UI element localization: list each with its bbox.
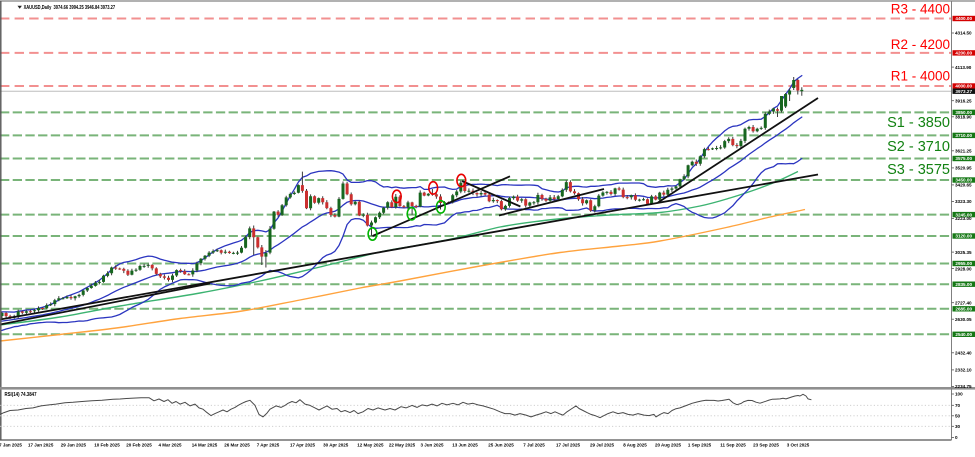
svg-text:3710.00: 3710.00 [955, 133, 972, 138]
svg-text:7 Jan 2025: 7 Jan 2025 [0, 443, 22, 448]
svg-text:0: 0 [955, 435, 958, 440]
svg-text:4400.00: 4400.00 [955, 16, 972, 21]
svg-text:3 Oct 2025: 3 Oct 2025 [787, 443, 810, 448]
svg-text:23 Sep 2025: 23 Sep 2025 [753, 443, 779, 448]
svg-text:2540.00: 2540.00 [955, 332, 972, 337]
svg-text:3223.00: 3223.00 [955, 216, 972, 221]
svg-text:R1 - 4000: R1 - 4000 [891, 69, 950, 84]
svg-text:14 Mar 2025: 14 Mar 2025 [192, 443, 218, 448]
svg-text:2685.00: 2685.00 [955, 307, 972, 312]
svg-text:3025.35: 3025.35 [955, 250, 972, 255]
svg-text:17 Apr 2025: 17 Apr 2025 [290, 443, 316, 448]
svg-text:8 Aug 2025: 8 Aug 2025 [623, 443, 647, 448]
svg-text:70: 70 [955, 403, 961, 408]
svg-text:2432.40: 2432.40 [955, 351, 972, 356]
svg-text:30: 30 [955, 424, 961, 429]
svg-text:2928.00: 2928.00 [955, 266, 972, 271]
svg-text:50: 50 [955, 414, 961, 419]
svg-text:4 Mar 2025: 4 Mar 2025 [158, 443, 182, 448]
svg-text:R2 - 4200: R2 - 4200 [891, 37, 950, 52]
svg-text:26 Mar 2025: 26 Mar 2025 [224, 443, 250, 448]
svg-text:10 Feb 2025: 10 Feb 2025 [94, 443, 120, 448]
svg-text:2630.05: 2630.05 [955, 317, 972, 322]
svg-text:100: 100 [955, 392, 963, 397]
svg-text:7 Jul 2025: 7 Jul 2025 [523, 443, 545, 448]
svg-text:3120.00: 3120.00 [955, 234, 972, 239]
svg-text:7 Apr 2025: 7 Apr 2025 [257, 443, 280, 448]
svg-text:20 Feb 2025: 20 Feb 2025 [126, 443, 152, 448]
svg-text:11 Sep 2025: 11 Sep 2025 [720, 443, 746, 448]
svg-text:3 Jun 2025: 3 Jun 2025 [420, 443, 444, 448]
svg-text:30 Apr 2025: 30 Apr 2025 [323, 443, 349, 448]
svg-text:4113.90: 4113.90 [955, 65, 972, 70]
svg-text:25 Jun 2025: 25 Jun 2025 [488, 443, 514, 448]
svg-text:2234.75: 2234.75 [955, 384, 972, 389]
svg-text:4314.50: 4314.50 [955, 31, 972, 36]
svg-text:20 Aug 2025: 20 Aug 2025 [655, 443, 682, 448]
svg-text:12 May 2025: 12 May 2025 [357, 443, 384, 448]
svg-text:S2 - 3710: S2 - 3710 [887, 139, 950, 155]
svg-text:2332.10: 2332.10 [955, 368, 972, 373]
svg-text:22 May 2025: 22 May 2025 [389, 443, 416, 448]
svg-text:3818.90: 3818.90 [955, 115, 972, 120]
svg-text:13 Jun 2025: 13 Jun 2025 [452, 443, 478, 448]
svg-text:2727.40: 2727.40 [955, 300, 972, 305]
svg-text:2835.00: 2835.00 [955, 282, 972, 287]
svg-text:3420.65: 3420.65 [955, 183, 972, 188]
svg-text:3520.95: 3520.95 [955, 166, 972, 171]
svg-text:4200.00: 4200.00 [955, 51, 972, 56]
svg-text:29 Jan 2025: 29 Jan 2025 [61, 443, 87, 448]
svg-text:29 Jul 2025: 29 Jul 2025 [590, 443, 615, 448]
svg-text:17 Jan 2025: 17 Jan 2025 [28, 443, 54, 448]
svg-text:3973.27: 3973.27 [955, 89, 972, 94]
svg-text:17 Jul 2025: 17 Jul 2025 [556, 443, 581, 448]
svg-text:1 Sep 2025: 1 Sep 2025 [688, 443, 712, 448]
svg-text:S1 - 3850: S1 - 3850 [887, 115, 950, 131]
svg-text:R3 - 4400: R3 - 4400 [891, 2, 950, 17]
svg-text:3323.30: 3323.30 [955, 199, 972, 204]
svg-text:RSI(14) 74.3847: RSI(14) 74.3847 [5, 392, 37, 398]
svg-text:S3 - 3575: S3 - 3575 [887, 162, 950, 178]
svg-text:3575.00: 3575.00 [955, 156, 972, 161]
svg-text:XAUUSD,Daily 3974.66 3994.25: XAUUSD,Daily 3974.66 3994.25 3946.84 397… [24, 5, 116, 11]
svg-text:3621.25: 3621.25 [955, 149, 972, 154]
svg-text:3916.25: 3916.25 [955, 98, 972, 103]
